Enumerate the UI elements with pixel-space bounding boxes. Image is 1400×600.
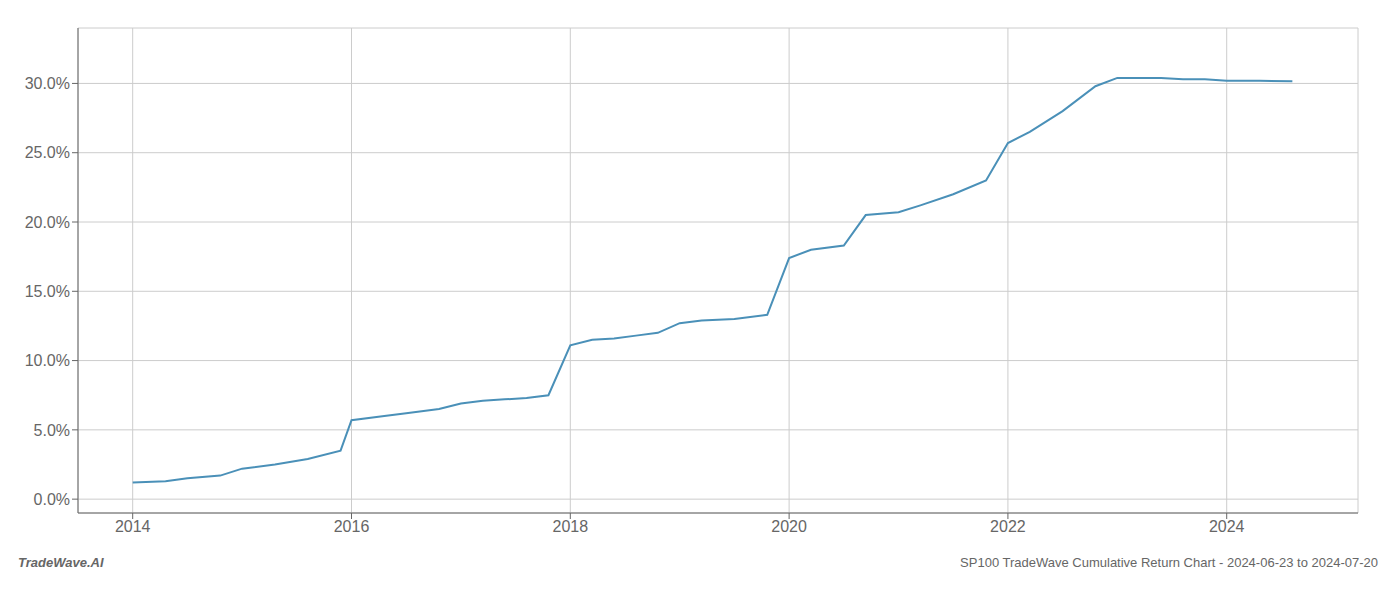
svg-text:25.0%: 25.0% [25, 144, 70, 161]
html-text:SP100 TradeWave Cumulative Ret: SP100 TradeWave Cumulative Return Chart … [960, 555, 1378, 570]
svg-text:5.0%: 5.0% [34, 422, 70, 439]
svg-text:2022: 2022 [990, 518, 1026, 535]
svg-text:10.0%: 10.0% [25, 352, 70, 369]
svg-text:0.0%: 0.0% [34, 491, 70, 508]
svg-text:20.0%: 20.0% [25, 214, 70, 231]
html-text:TradeWave.AI: TradeWave.AI [18, 555, 104, 570]
svg-text:30.0%: 30.0% [25, 75, 70, 92]
svg-text:15.0%: 15.0% [25, 283, 70, 300]
svg-text:2014: 2014 [115, 518, 151, 535]
svg-text:2016: 2016 [334, 518, 370, 535]
svg-text:2020: 2020 [771, 518, 807, 535]
svg-text:2024: 2024 [1209, 518, 1245, 535]
svg-text:2018: 2018 [553, 518, 589, 535]
